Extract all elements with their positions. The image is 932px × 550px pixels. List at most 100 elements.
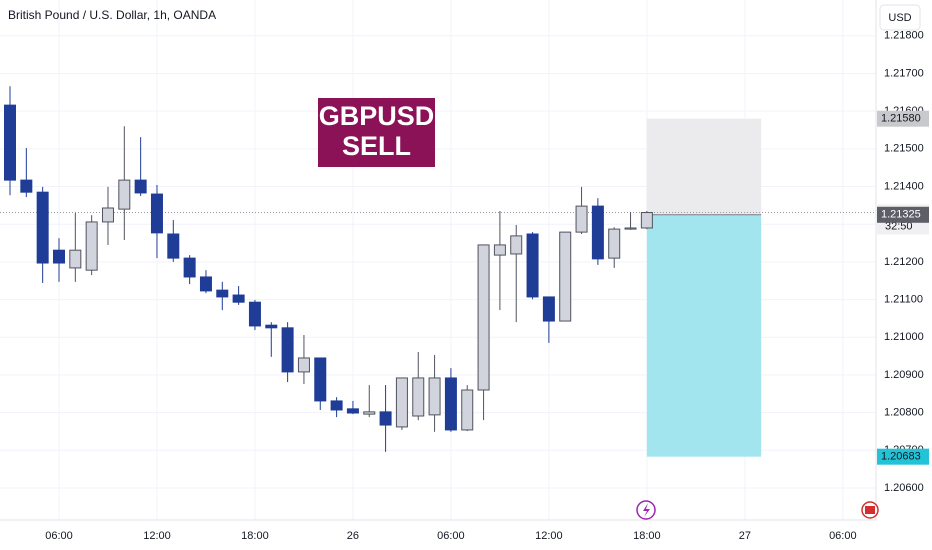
- candle: [314, 357, 327, 410]
- candle-body: [510, 235, 523, 255]
- candle: [134, 137, 147, 196]
- stop-zone: [646, 118, 762, 215]
- candle-body: [36, 191, 49, 264]
- y-tick-label: 1.21200: [884, 256, 924, 268]
- stop-label-bg: [877, 110, 929, 127]
- candle: [20, 148, 33, 198]
- candle-body: [444, 377, 457, 431]
- candle-body: [591, 205, 604, 260]
- candle: [608, 227, 621, 268]
- candle-body: [395, 377, 408, 428]
- candle: [4, 86, 16, 196]
- candle: [379, 385, 392, 452]
- candle: [575, 186, 588, 234]
- candle-body: [559, 231, 572, 322]
- candle: [542, 296, 555, 343]
- x-tick-label: 27: [739, 530, 751, 542]
- candle-body: [150, 193, 163, 234]
- candle: [36, 186, 49, 283]
- y-tick-label: 1.20900: [884, 369, 924, 381]
- entry-label-bg: [877, 206, 929, 223]
- candle: [199, 270, 212, 294]
- x-tick-label: 06:00: [45, 530, 73, 542]
- candle-body: [542, 296, 555, 322]
- candle-body: [346, 408, 359, 414]
- candle: [232, 286, 245, 305]
- candle-body: [461, 389, 474, 431]
- candle: [428, 354, 441, 432]
- candle-body: [4, 104, 16, 181]
- lightning-icon[interactable]: [636, 500, 656, 520]
- lightning-glyph: [643, 503, 650, 517]
- candle-body: [167, 233, 180, 259]
- x-tick-label: 26: [347, 530, 359, 542]
- candle-body: [134, 179, 147, 194]
- candle: [510, 224, 523, 323]
- candle-body: [608, 228, 621, 259]
- candle-body: [297, 357, 310, 373]
- annotation-text: GBPUSD: [319, 101, 435, 131]
- x-tick-label: 18:00: [241, 530, 269, 542]
- y-tick-label: 1.21800: [884, 30, 924, 42]
- candle-body: [232, 294, 245, 303]
- candle: [624, 212, 637, 230]
- candle-body: [493, 244, 506, 256]
- candle: [461, 385, 474, 432]
- annotation-text: SELL: [342, 131, 411, 161]
- candle-body: [216, 289, 229, 298]
- candle: [150, 185, 163, 259]
- stop-label: 1.21580: [881, 113, 921, 125]
- flag-glyph: [865, 506, 875, 514]
- x-tick-label: 06:00: [829, 530, 857, 542]
- y-tick-label: 1.20800: [884, 407, 924, 419]
- y-tick-label: 1.21500: [884, 143, 924, 155]
- candle-body: [575, 205, 588, 233]
- candle: [395, 377, 408, 430]
- candle-body: [477, 244, 490, 391]
- candle: [477, 244, 490, 421]
- candle-body: [20, 179, 33, 193]
- candle-body: [183, 257, 196, 278]
- candle-body: [118, 179, 131, 210]
- x-tick-label: 12:00: [535, 530, 563, 542]
- candle: [346, 400, 359, 415]
- candle: [493, 211, 506, 311]
- candle: [101, 186, 114, 245]
- candle-body: [428, 377, 441, 416]
- annotation-box: [318, 98, 435, 167]
- x-tick-label: 12:00: [143, 530, 171, 542]
- candle-body: [412, 377, 425, 417]
- y-tick-label: 1.21100: [884, 293, 923, 305]
- candle: [52, 238, 65, 282]
- y-tick-label: 1.21000: [884, 331, 924, 343]
- candle: [248, 299, 261, 331]
- candle-body: [85, 221, 98, 271]
- candle: [85, 215, 98, 276]
- target-zone: [646, 214, 762, 457]
- y-tick-label: 1.20600: [884, 482, 924, 494]
- x-tick-label: 06:00: [437, 530, 465, 542]
- candle: [330, 397, 343, 418]
- currency-label[interactable]: USD: [888, 12, 911, 24]
- candle: [444, 368, 457, 432]
- candle-body: [101, 207, 114, 223]
- candle: [412, 351, 425, 421]
- candle-body: [330, 400, 343, 411]
- candle: [281, 322, 294, 383]
- currency-button[interactable]: [879, 4, 921, 31]
- candle-body: [265, 324, 278, 329]
- candle: [216, 281, 229, 311]
- candle-body: [624, 227, 637, 230]
- x-tick-label: 18:00: [633, 530, 661, 542]
- candle-body: [281, 327, 294, 373]
- candle: [363, 385, 376, 418]
- candle: [526, 232, 539, 300]
- flag-icon[interactable]: [861, 501, 879, 519]
- candle: [167, 220, 180, 262]
- candle-body: [526, 233, 539, 298]
- chart-title: British Pound / U.S. Dollar, 1h, OANDA: [8, 8, 216, 22]
- y-tick-label: 1.21400: [884, 180, 924, 192]
